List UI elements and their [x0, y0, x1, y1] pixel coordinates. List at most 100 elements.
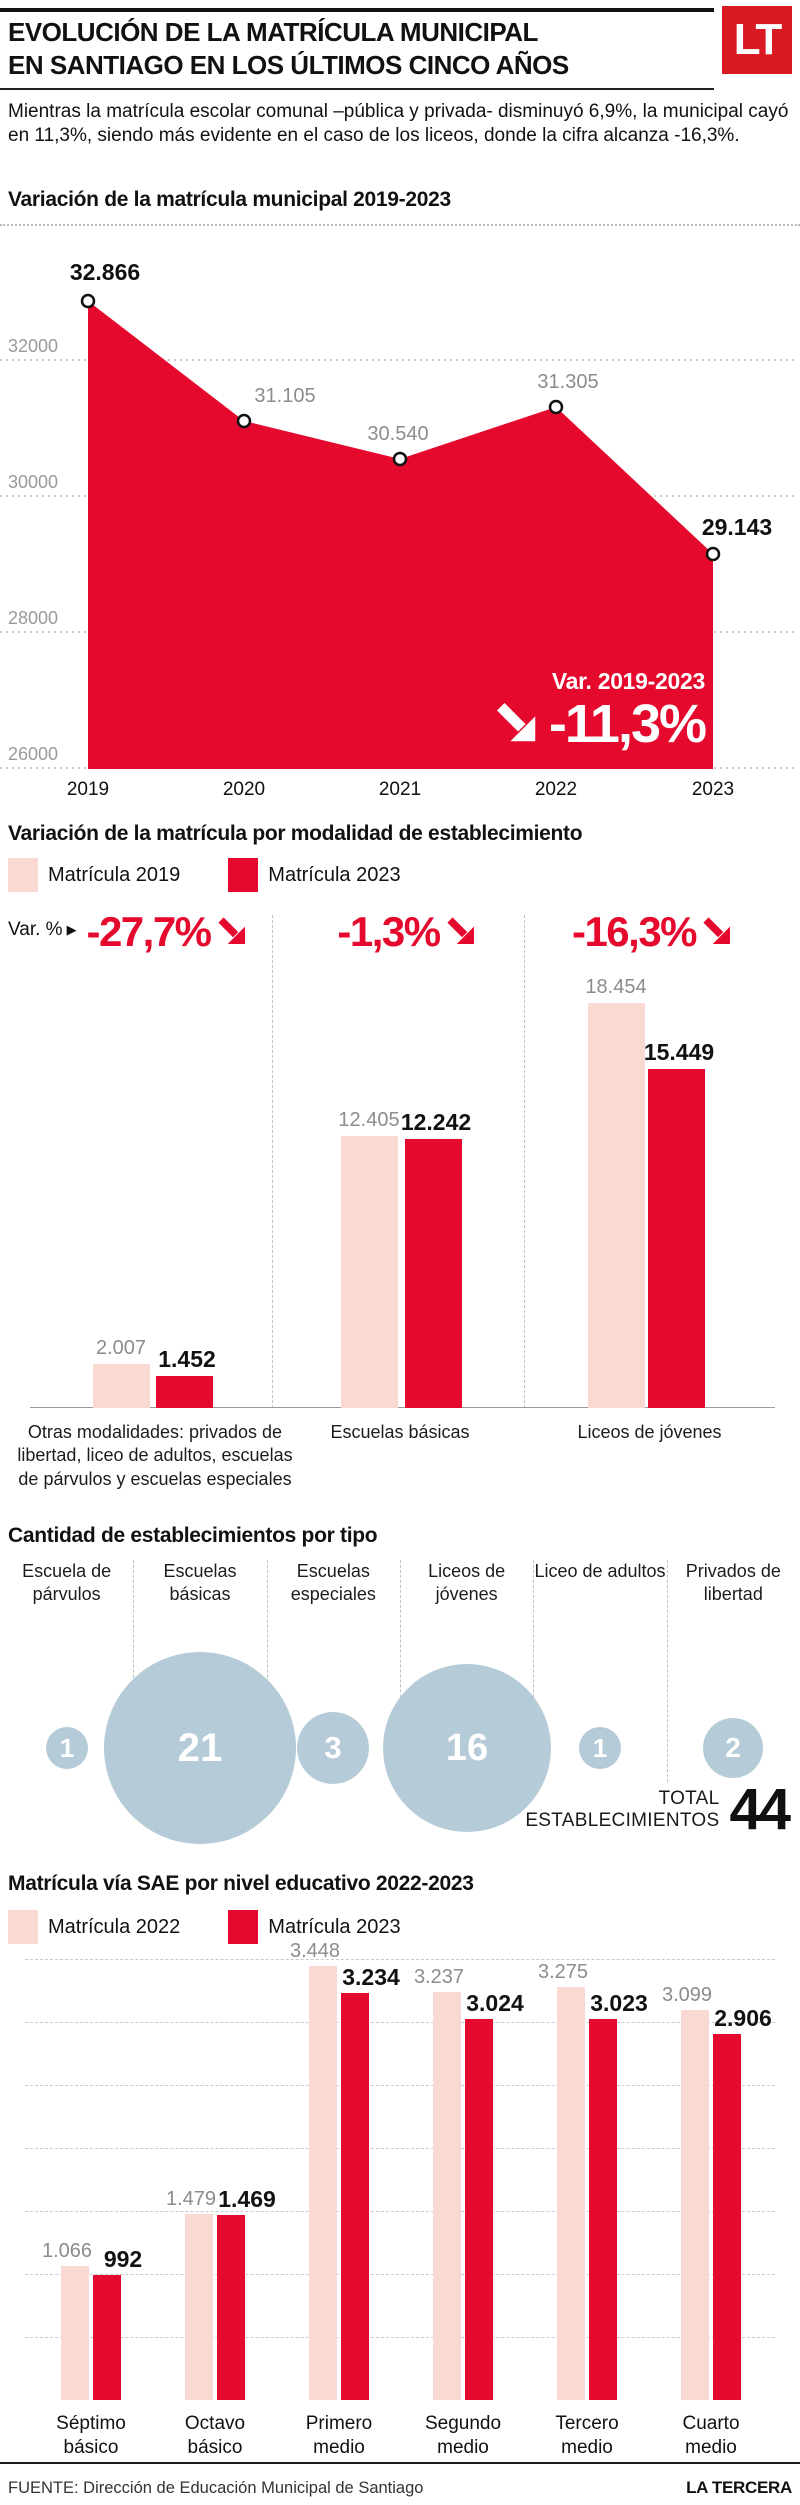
down-right-arrow-icon [496, 703, 536, 742]
bar-matricula-2023 [589, 2019, 617, 2400]
bar-matricula-2019 [588, 1003, 645, 1408]
x-axis-label: Tercero medio [555, 2413, 619, 2459]
total-label-line1: TOTAL [658, 1787, 720, 1809]
down-right-arrow-icon [703, 917, 731, 944]
bar-value-label: 3.023 [590, 1990, 648, 2016]
legend-sae: Matrícula 2022 Matrícula 2023 [8, 1910, 401, 1944]
bar-matricula-2023 [465, 2019, 493, 2400]
bubble-escuelas-especiales: 3 [297, 1712, 369, 1784]
bubble-escuela-de-p-rvulos: 1 [46, 1727, 88, 1769]
section-title-municipal: Variación de la matrícula municipal 2019… [8, 188, 451, 211]
gridline [25, 2211, 775, 2212]
data-point-marker [705, 546, 721, 562]
legend-modalidad: Matrícula 2019 Matrícula 2023 [8, 858, 401, 892]
bar-matricula-2023 [341, 1993, 369, 2400]
bottom-rule [0, 2462, 800, 2464]
bubble-column-header: Liceos de jóvenes [428, 1561, 506, 1605]
bubble-column-header: Escuela de párvulos [22, 1561, 112, 1605]
bubble-column-header: Escuelas básicas [163, 1561, 237, 1605]
legend-swatch-2022 [8, 1910, 38, 1944]
x-axis-label: Primero medio [305, 2413, 373, 2459]
legend-item-2019: Matrícula 2019 [8, 858, 180, 892]
x-axis-label: Séptimo básico [56, 2413, 126, 2459]
bar-matricula-2023 [93, 2275, 121, 2400]
x-tick-label: 2021 [379, 779, 421, 800]
dashed-separator [667, 1560, 668, 1782]
down-right-arrow-icon [447, 917, 474, 944]
establecimientos-bubble-chart: 1 21 3 16 1 2 [0, 1645, 800, 1850]
bar-matricula-2023 [713, 2034, 741, 2400]
bar-matricula-2022 [557, 1987, 585, 2400]
data-point-marker [80, 293, 96, 309]
gridline [25, 2022, 775, 2023]
x-tick-label: 2019 [67, 779, 109, 800]
bar-value-label: 3.275 [537, 1961, 589, 1983]
brand-name: LA TERCERA [686, 2478, 792, 2497]
lt-logo: LT [722, 6, 792, 74]
legend-item-2022: Matrícula 2022 [8, 1910, 180, 1944]
source-credit: FUENTE: Dirección de Educación Municipal… [8, 2479, 424, 2497]
section-title-establecimientos: Cantidad de establecimientos por tipo [8, 1524, 378, 1547]
section-divider-dotted [0, 224, 800, 226]
category-liceos-jovenes: Liceos de jóvenes [577, 1422, 722, 1442]
top-rule [0, 8, 714, 12]
x-tick-label: 2022 [535, 779, 577, 800]
x-tick-label: 2020 [223, 779, 265, 800]
pointer-icon: ▶ [66, 922, 77, 937]
bar-value-label: 1.452 [158, 1346, 216, 1372]
dashed-separator [272, 915, 273, 1408]
gridline [25, 2085, 775, 2086]
dashed-separator [267, 1560, 268, 1782]
gridline [25, 2274, 775, 2275]
category-escuelas-basicas: Escuelas básicas [330, 1422, 470, 1442]
legend-label-2023: Matrícula 2023 [268, 863, 401, 886]
data-point-marker [392, 451, 408, 467]
bar-matricula-2019 [93, 1364, 150, 1408]
bar-value-label: 3.237 [413, 1966, 465, 1988]
dashed-separator [400, 1560, 401, 1782]
x-axis-label: Octavo básico [184, 2413, 246, 2459]
gridline [25, 2337, 775, 2338]
bar-value-label: 3.448 [289, 1940, 341, 1962]
bar-value-label: 2.906 [714, 2005, 772, 2031]
bar-value-label: 12.242 [400, 1109, 472, 1135]
bubble-liceo-de-adultos: 1 [579, 1727, 621, 1769]
legend-swatch-2019 [8, 858, 38, 892]
point-label: 30.540 [367, 423, 428, 445]
bar-value-label: 18.454 [585, 976, 647, 998]
total-value: 44 [729, 1777, 790, 1842]
bubble-escuelas-b-sicas: 21 [104, 1652, 296, 1844]
legend-label-2023b: Matrícula 2023 [268, 1915, 401, 1938]
intro-text: Mientras la matrícula escolar comunal –p… [8, 101, 789, 147]
point-label: 31.105 [254, 385, 315, 407]
dashed-separator [524, 915, 525, 1408]
bar-matricula-2022 [61, 2266, 89, 2400]
bar-value-label: 1.469 [218, 2186, 276, 2212]
bubble-column-header: Escuelas especiales [290, 1561, 376, 1605]
gridline [25, 1959, 775, 1960]
x-tick-label: 2023 [692, 779, 734, 800]
point-label: 32.866 [70, 259, 140, 285]
down-right-arrow-icon [217, 917, 245, 944]
x-axis-label: Cuarto medio [682, 2413, 740, 2459]
bar-value-label: 15.449 [643, 1039, 715, 1065]
dashed-separator [133, 1560, 134, 1782]
bar-matricula-2019 [341, 1136, 398, 1408]
bubble-liceos-de-j-venes: 16 [383, 1664, 551, 1832]
legend-label-2022: Matrícula 2022 [48, 1915, 181, 1938]
total-establecimientos: TOTAL ESTABLECIMIENTOS 44 [525, 1777, 791, 1842]
gridline [25, 2148, 775, 2149]
bar-value-label: 12.405 [338, 1109, 400, 1131]
variation-pct-liceos: -16,3% [558, 903, 748, 961]
section-title-modalidad: Variación de la matrícula por modalidad … [8, 822, 583, 845]
bar-matricula-2023 [217, 2215, 245, 2400]
total-label-line2: ESTABLECIMIENTOS [525, 1810, 720, 1832]
variation-pct-otras: -27,7% [80, 903, 255, 961]
variation-pct-basicas: -1,3% [330, 903, 485, 961]
bar-value-label: 3.024 [466, 1990, 524, 2016]
data-point-marker [548, 399, 564, 415]
y-tick-label: 26000 [8, 744, 58, 764]
bubble-column-header: Liceo de adultos [534, 1561, 666, 1581]
section-title-sae: Matrícula vía SAE por nivel educativo 20… [8, 1872, 474, 1895]
